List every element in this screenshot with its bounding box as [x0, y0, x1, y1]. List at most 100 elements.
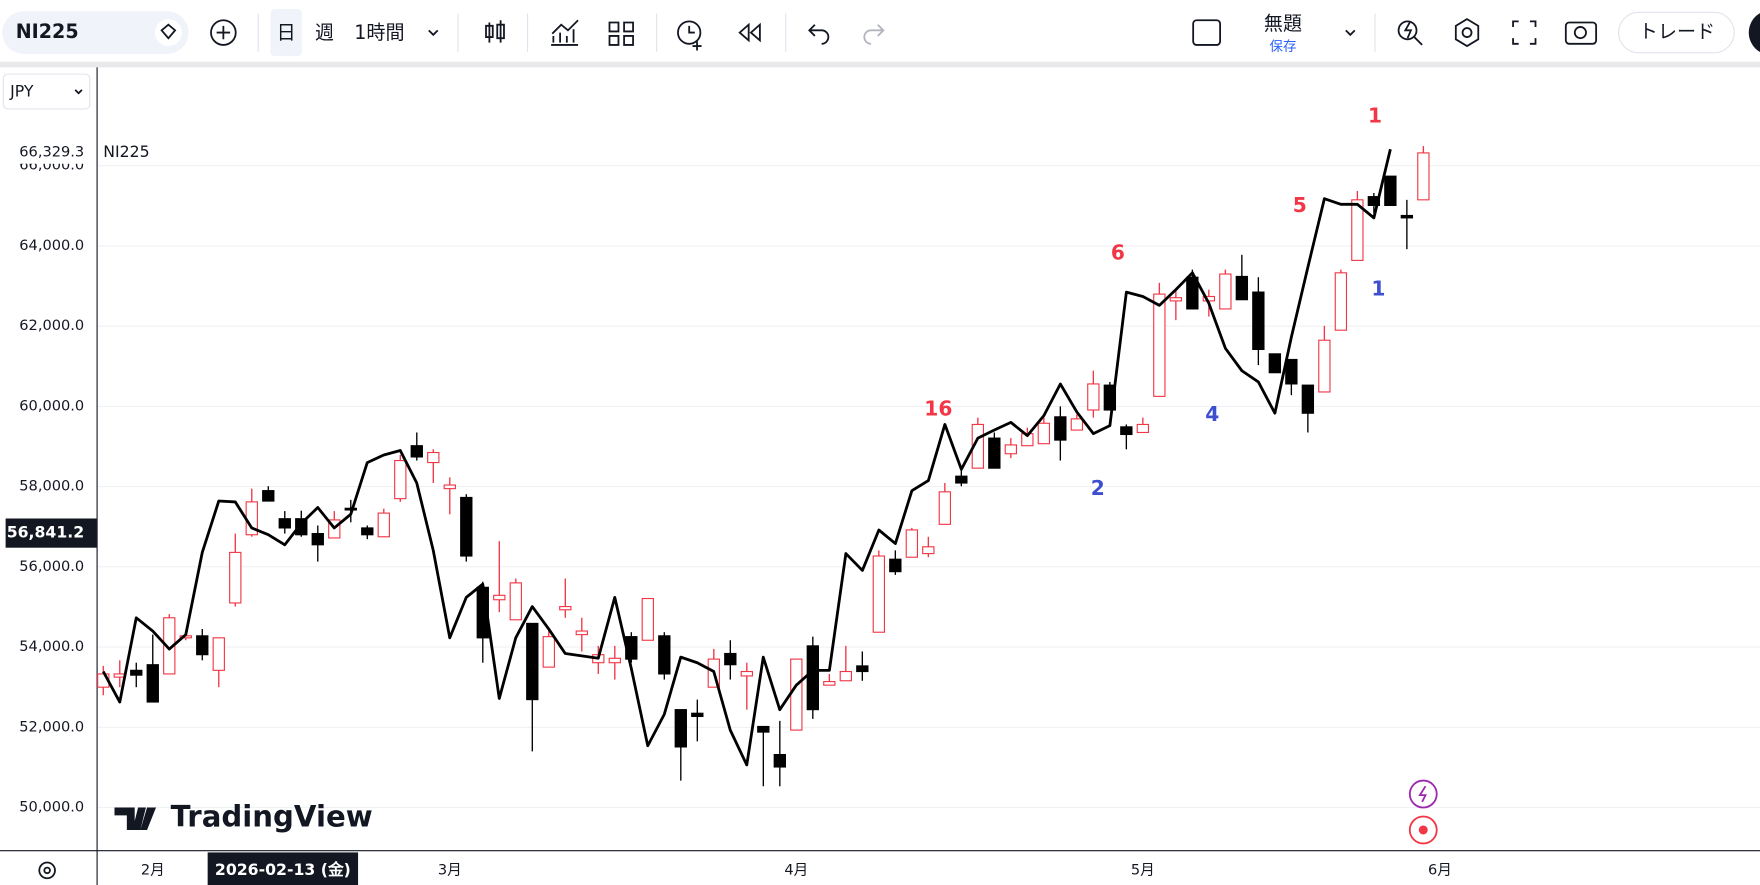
alert-button[interactable] — [677, 20, 702, 45]
y-tick-label: 56,000.0 — [19, 558, 84, 575]
currency-select[interactable] — [2, 73, 91, 110]
candle-body — [460, 496, 473, 557]
candle-body — [1285, 358, 1298, 385]
layout-button[interactable] — [1192, 19, 1221, 46]
symbol-name[interactable]: NI225 — [16, 21, 79, 43]
flash-button[interactable] — [1408, 779, 1438, 809]
fullscreen-button[interactable] — [1512, 20, 1537, 45]
candle-body — [229, 551, 242, 604]
candle-body — [757, 725, 770, 733]
candle-body — [1219, 273, 1232, 310]
candle-body — [493, 594, 506, 601]
candle-body — [394, 459, 407, 500]
redo-button[interactable] — [863, 24, 885, 45]
candle-body — [1351, 199, 1364, 261]
candle-body — [658, 635, 671, 675]
candle-body — [740, 670, 753, 677]
candle-body — [608, 657, 621, 664]
y-tick-label: 54,000.0 — [19, 638, 84, 655]
candle-body — [559, 605, 572, 611]
indicators-button[interactable] — [551, 19, 579, 46]
symbol-icon[interactable] — [154, 19, 182, 47]
candle-body — [1268, 353, 1282, 374]
snapshot-button[interactable] — [1564, 21, 1598, 45]
record-icon — [1418, 825, 1428, 835]
replay-button[interactable] — [738, 22, 761, 43]
candle-body — [724, 652, 737, 666]
candle-body — [938, 491, 952, 525]
candle-body — [889, 558, 902, 573]
candle-body — [526, 622, 539, 701]
chart-type-button[interactable] — [485, 20, 505, 43]
profile-button[interactable] — [1748, 10, 1760, 55]
templates-button[interactable] — [608, 21, 634, 46]
axis-settings-icon — [43, 866, 51, 875]
alert-icon — [688, 25, 702, 51]
trade-button[interactable] — [1618, 11, 1735, 54]
chart-symbol-legend: NI225 — [103, 142, 149, 161]
last-price-label: 66,329.3 — [19, 144, 84, 161]
annotation: 6 — [1111, 240, 1125, 264]
candle-body — [427, 451, 440, 464]
toolbar: NI225 日 週 1時間 無題 保存 トレード — [0, 8, 1760, 68]
candle-body — [922, 546, 935, 555]
crosshair-date: 2026-02-13 (金) — [215, 860, 351, 879]
interval-day[interactable]: 日 — [277, 22, 296, 44]
candle-body — [278, 518, 291, 529]
layout-dropdown[interactable] — [1345, 29, 1356, 37]
snapshot-icon — [1573, 26, 1587, 40]
candle-body — [509, 582, 522, 621]
candle-body — [1169, 297, 1183, 302]
candle-body — [1400, 214, 1414, 219]
settings-icon — [1461, 27, 1473, 38]
compare-button[interactable] — [210, 19, 237, 46]
candle-body — [311, 532, 324, 546]
candle-body — [1004, 444, 1018, 455]
candle-body — [773, 753, 786, 768]
plot: 1 5 6 16 1 4 2 — [97, 103, 1430, 787]
y-tick-label: 50,000.0 — [19, 799, 84, 816]
interval-active[interactable] — [270, 8, 302, 57]
candle-body — [1334, 272, 1348, 331]
candle-body — [674, 709, 687, 748]
annotation: 1 — [1368, 103, 1382, 127]
save-link[interactable]: 保存 — [1269, 39, 1296, 55]
candle-body — [641, 597, 654, 641]
candle-body — [1153, 293, 1166, 397]
layout-name[interactable]: 無題 — [1264, 13, 1302, 35]
candle-body — [872, 555, 886, 633]
currency-label[interactable]: JPY — [9, 82, 34, 101]
x-tick-label: 3月 — [438, 861, 462, 878]
x-tick-label: 2月 — [141, 861, 165, 878]
currency-dropdown — [74, 89, 83, 95]
candle-body — [790, 658, 803, 731]
axis-settings-button[interactable] — [38, 861, 56, 880]
candle-body — [1070, 418, 1084, 431]
overlay-line — [102, 148, 1392, 767]
interval-dropdown[interactable] — [428, 29, 439, 37]
candle-body — [575, 630, 588, 636]
x-tick-label: 5月 — [1131, 861, 1155, 878]
symbol-search[interactable] — [2, 11, 189, 54]
crosshair-date-box — [207, 852, 359, 885]
annotation: 1 — [1371, 276, 1385, 300]
quick-search-button[interactable] — [1397, 20, 1418, 41]
candle-body — [839, 670, 852, 682]
candle-body — [377, 512, 390, 538]
x-tick-label: 4月 — [784, 861, 808, 878]
candle-body — [1235, 275, 1249, 301]
candle-body — [823, 680, 836, 686]
candle-body — [146, 664, 159, 703]
y-tick-label: 62,000.0 — [19, 317, 84, 334]
trade-label[interactable]: トレード — [1639, 21, 1715, 43]
candle-body — [1417, 152, 1430, 201]
settings-button[interactable] — [1454, 18, 1480, 48]
candle-body — [691, 712, 704, 718]
interval-week[interactable]: 週 — [315, 22, 334, 44]
undo-button[interactable] — [808, 24, 830, 45]
interval-hour[interactable]: 1時間 — [354, 22, 404, 44]
candle-body — [1301, 384, 1315, 414]
plus-icon — [216, 25, 231, 40]
crosshair-price-box — [5, 518, 97, 548]
